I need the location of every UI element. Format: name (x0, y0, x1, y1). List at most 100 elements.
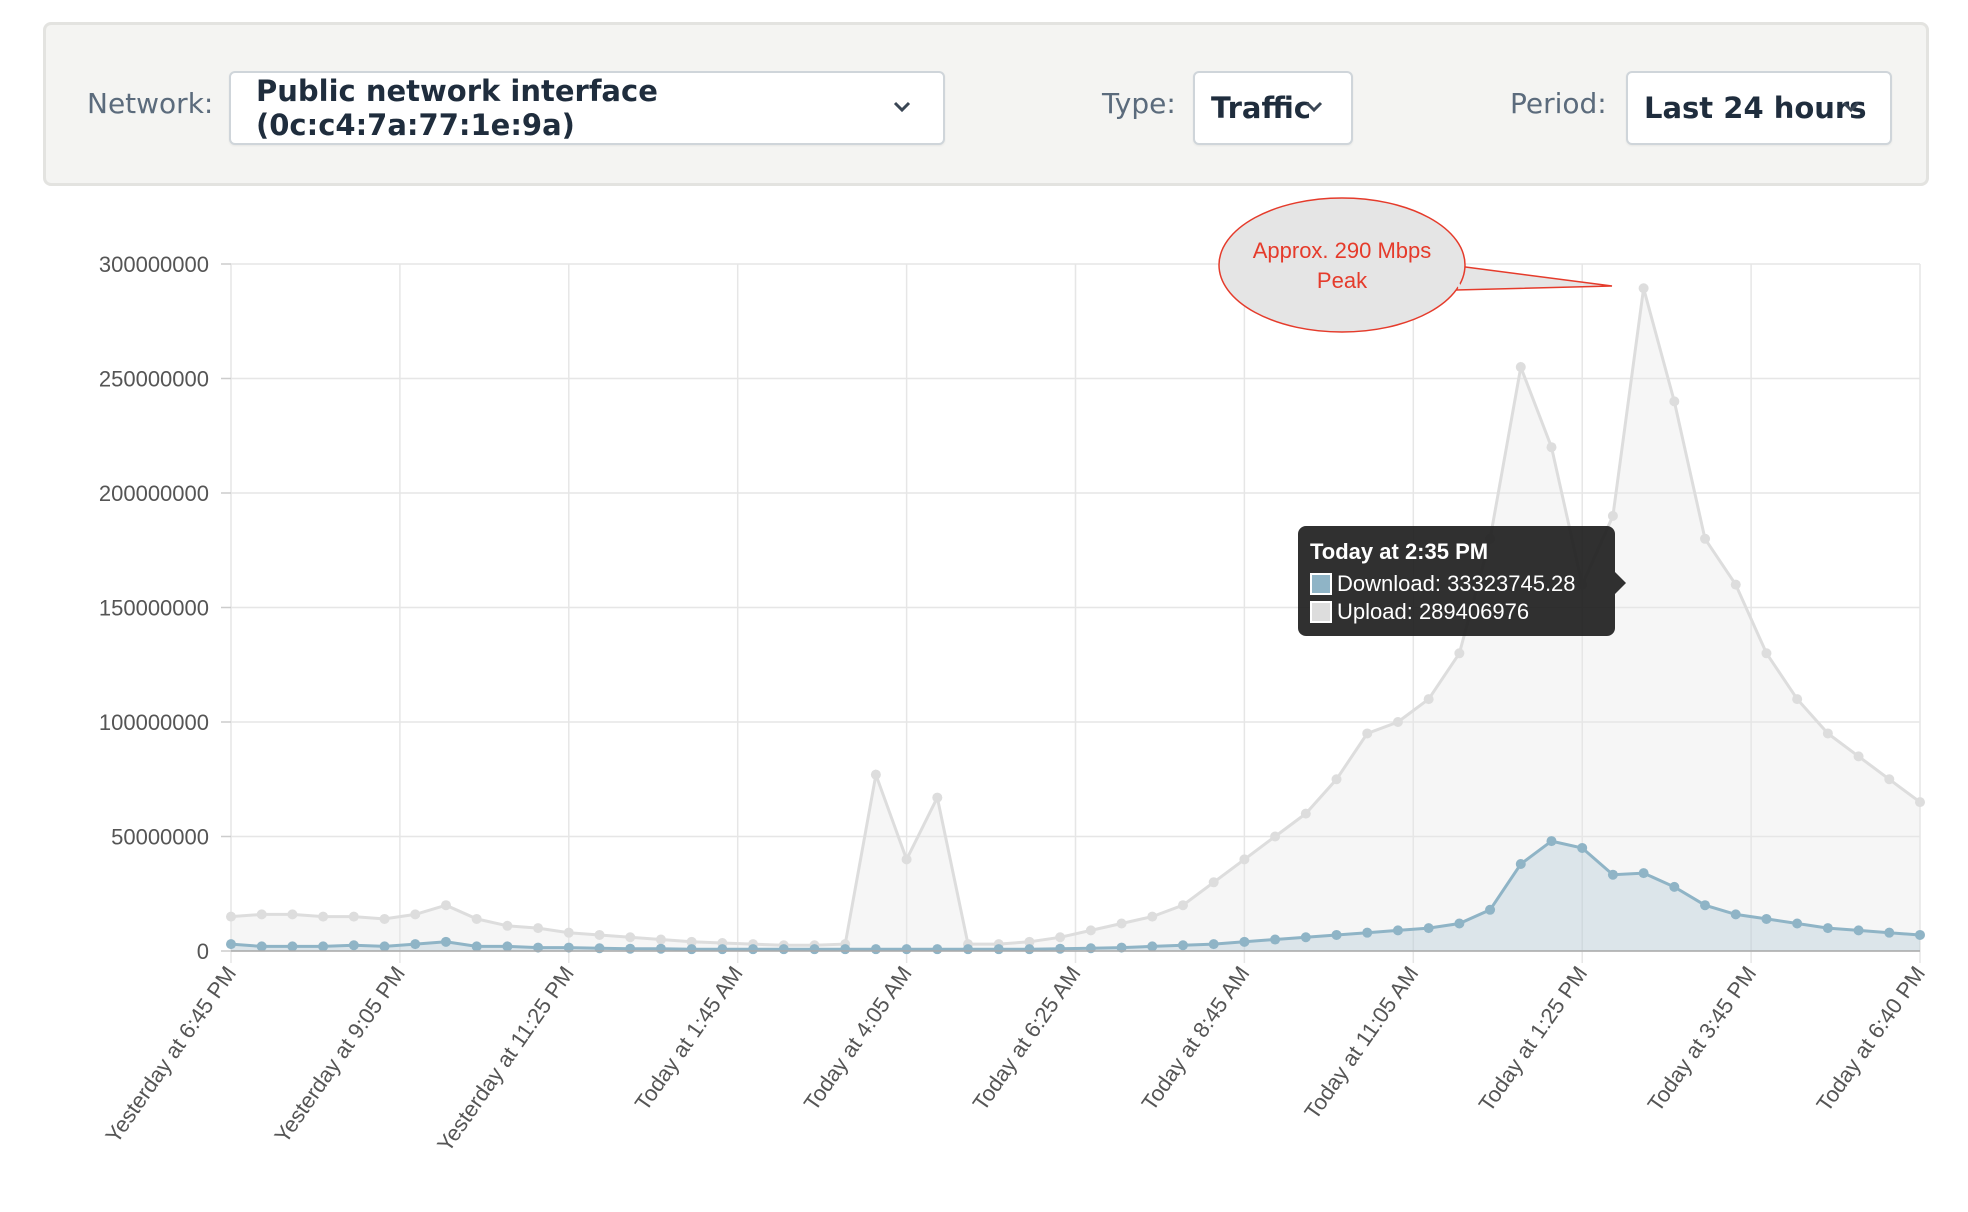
network-select[interactable]: Public network interface (0c:c4:7a:77:1e… (229, 71, 945, 145)
upload-point[interactable] (1024, 936, 1035, 947)
period-select[interactable]: Last 24 hours (1626, 71, 1892, 145)
upload-point[interactable] (318, 911, 329, 922)
download-point[interactable] (256, 941, 267, 952)
upload-point[interactable] (287, 909, 298, 920)
download-point[interactable] (809, 944, 820, 955)
download-point[interactable] (1055, 943, 1066, 954)
upload-point[interactable] (1454, 648, 1465, 659)
download-point[interactable] (840, 944, 851, 955)
upload-point[interactable] (870, 769, 881, 780)
download-point[interactable] (1270, 934, 1281, 945)
download-point[interactable] (686, 944, 697, 955)
upload-point[interactable] (1055, 932, 1066, 943)
upload-point[interactable] (1915, 797, 1925, 808)
download-point[interactable] (1638, 868, 1649, 879)
download-point[interactable] (1669, 881, 1680, 892)
download-point[interactable] (1884, 927, 1895, 938)
download-point[interactable] (1362, 927, 1373, 938)
upload-point[interactable] (1208, 877, 1219, 888)
download-point[interactable] (287, 941, 298, 952)
download-point[interactable] (993, 944, 1004, 955)
download-point[interactable] (1177, 940, 1188, 951)
upload-point[interactable] (594, 929, 605, 940)
upload-point[interactable] (1730, 579, 1741, 590)
upload-point[interactable] (471, 913, 482, 924)
upload-point[interactable] (1792, 694, 1803, 705)
upload-point[interactable] (1300, 808, 1311, 819)
download-point[interactable] (563, 942, 574, 953)
download-point[interactable] (1392, 925, 1403, 936)
download-point[interactable] (1730, 909, 1741, 920)
upload-point[interactable] (1239, 854, 1250, 865)
upload-point[interactable] (1607, 510, 1618, 521)
upload-point[interactable] (379, 913, 390, 924)
upload-point[interactable] (655, 934, 666, 945)
upload-point[interactable] (1669, 396, 1680, 407)
upload-point[interactable] (1822, 728, 1833, 739)
upload-point[interactable] (1423, 694, 1434, 705)
download-point[interactable] (1915, 929, 1925, 940)
upload-point[interactable] (533, 923, 544, 934)
upload-point[interactable] (1700, 533, 1711, 544)
upload-point[interactable] (1853, 751, 1864, 762)
download-point[interactable] (379, 941, 390, 952)
download-point[interactable] (594, 943, 605, 954)
upload-point[interactable] (1177, 900, 1188, 911)
download-point[interactable] (1239, 936, 1250, 947)
upload-point[interactable] (1392, 717, 1403, 727)
download-point[interactable] (748, 944, 759, 955)
upload-point[interactable] (1884, 774, 1895, 785)
download-point[interactable] (1515, 858, 1526, 869)
download-point[interactable] (471, 941, 482, 952)
upload-point[interactable] (502, 920, 513, 931)
download-point[interactable] (1700, 900, 1711, 911)
upload-point[interactable] (1362, 728, 1373, 739)
download-point[interactable] (226, 939, 236, 950)
download-point[interactable] (717, 944, 728, 955)
download-point[interactable] (1147, 941, 1158, 952)
download-point[interactable] (1116, 942, 1127, 953)
upload-point[interactable] (1331, 774, 1342, 785)
upload-point[interactable] (1116, 918, 1127, 929)
download-point[interactable] (1024, 944, 1035, 955)
download-point[interactable] (318, 941, 329, 952)
upload-point[interactable] (348, 911, 359, 922)
upload-point[interactable] (1546, 442, 1557, 453)
download-point[interactable] (1331, 929, 1342, 940)
download-point[interactable] (1208, 939, 1219, 950)
download-point[interactable] (1546, 836, 1557, 847)
download-point[interactable] (625, 943, 636, 954)
upload-point[interactable] (1147, 911, 1158, 922)
download-point[interactable] (778, 944, 789, 955)
upload-point[interactable] (1085, 925, 1096, 936)
upload-point[interactable] (256, 909, 267, 920)
upload-point[interactable] (440, 900, 451, 911)
download-point[interactable] (1607, 869, 1618, 880)
upload-point[interactable] (563, 927, 574, 938)
upload-point[interactable] (686, 936, 697, 947)
download-point[interactable] (1761, 913, 1772, 924)
download-point[interactable] (440, 936, 451, 947)
download-point[interactable] (348, 940, 359, 951)
upload-point[interactable] (901, 854, 912, 865)
upload-point[interactable] (1515, 362, 1526, 373)
download-point[interactable] (963, 944, 974, 955)
upload-point[interactable] (625, 932, 636, 943)
download-point[interactable] (655, 943, 666, 954)
upload-point[interactable] (932, 792, 943, 803)
upload-point[interactable] (226, 911, 236, 922)
upload-point[interactable] (1270, 831, 1281, 842)
download-point[interactable] (1300, 932, 1311, 943)
download-point[interactable] (1485, 904, 1496, 915)
download-point[interactable] (502, 941, 513, 952)
download-point[interactable] (1822, 923, 1833, 934)
download-point[interactable] (1423, 923, 1434, 934)
upload-point[interactable] (410, 909, 421, 920)
upload-point[interactable] (1638, 283, 1649, 294)
type-select[interactable]: Traffic (1193, 71, 1353, 145)
upload-point[interactable] (1761, 648, 1772, 659)
download-point[interactable] (1454, 918, 1465, 929)
download-point[interactable] (1792, 918, 1803, 929)
download-point[interactable] (1853, 925, 1864, 936)
download-point[interactable] (932, 944, 943, 955)
